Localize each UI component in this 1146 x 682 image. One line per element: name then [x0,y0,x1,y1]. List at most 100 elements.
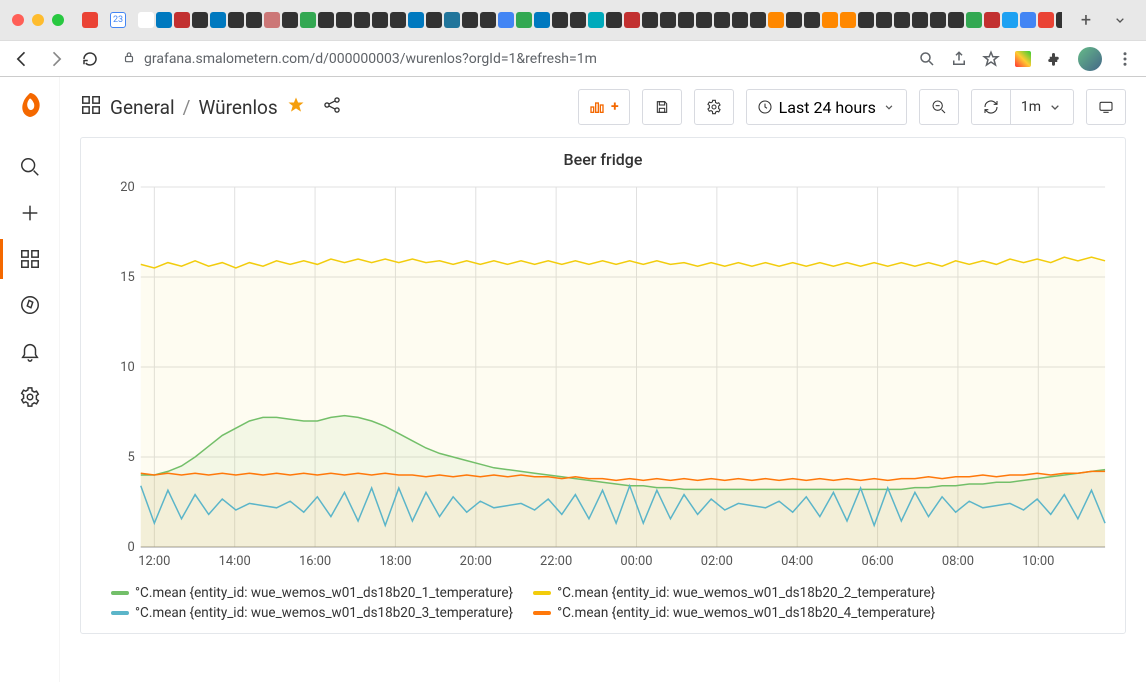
svg-text:10: 10 [120,360,135,375]
tab-favicon[interactable] [426,12,442,28]
tab-favicon[interactable] [480,12,496,28]
tab-favicon[interactable] [82,12,98,28]
share-dashboard-icon[interactable] [322,95,342,120]
tab-favicon[interactable] [642,12,658,28]
tab-favicon[interactable] [1056,12,1062,28]
tab-favicon[interactable] [444,12,460,28]
tab-favicon[interactable] [1020,12,1036,28]
tab-favicon[interactable] [876,12,892,28]
tab-favicon[interactable]: 23 [110,12,126,28]
extension-icon-1[interactable] [1014,50,1032,68]
sidebar-search[interactable] [10,147,50,187]
svg-text:5: 5 [128,450,135,465]
tab-favicon[interactable] [948,12,964,28]
tab-favicon[interactable] [462,12,478,28]
chart-area[interactable]: 0510152012:0014:0016:0018:0020:0022:0000… [81,177,1125,577]
browser-menu-icon[interactable] [1116,50,1134,68]
save-button[interactable] [642,89,682,125]
svg-text:20: 20 [120,180,135,195]
tab-favicon[interactable] [570,12,586,28]
tab-favicon[interactable] [390,12,406,28]
tab-favicon[interactable] [210,12,226,28]
extensions-icon[interactable] [1046,50,1064,68]
tab-favicon[interactable] [372,12,388,28]
tab-favicon[interactable] [696,12,712,28]
tab-favicon[interactable] [606,12,622,28]
share-icon[interactable] [950,50,968,68]
legend-item[interactable]: °C.mean {entity_id: wue_wemos_w01_ds18b2… [111,585,513,601]
sidebar-create[interactable] [10,193,50,233]
tab-favicon[interactable] [534,12,550,28]
tab-favicon[interactable] [714,12,730,28]
sidebar-dashboards[interactable] [10,239,50,279]
tab-favicon[interactable] [822,12,838,28]
tab-favicon[interactable] [750,12,766,28]
tab-favicon[interactable] [300,12,316,28]
tab-favicon[interactable] [930,12,946,28]
breadcrumb-page[interactable]: Würenlos [198,96,277,119]
tab-favicon[interactable] [912,12,928,28]
tab-favicon[interactable] [246,12,262,28]
new-tab-button[interactable]: + [1072,6,1100,34]
tab-favicon[interactable] [858,12,874,28]
maximize-window-icon[interactable] [52,14,64,26]
profile-avatar[interactable] [1078,47,1102,71]
tab-favicon[interactable] [1002,12,1018,28]
tab-favicon[interactable] [786,12,802,28]
tab-favicon[interactable] [894,12,910,28]
url-field[interactable]: grafana.smalometern.com/d/000000003/wure… [114,50,904,68]
reload-button[interactable] [80,49,100,69]
tab-favicon[interactable] [192,12,208,28]
tab-favicon[interactable] [264,12,280,28]
breadcrumb-root[interactable]: General [110,96,175,119]
tab-favicon[interactable] [804,12,820,28]
tab-menu-button[interactable] [1106,6,1134,34]
tab-favicon[interactable] [984,12,1000,28]
legend-item[interactable]: °C.mean {entity_id: wue_wemos_w01_ds18b2… [533,585,935,601]
dashboard-settings-button[interactable] [694,89,734,125]
tab-favicon[interactable] [354,12,370,28]
tab-favicon[interactable] [174,12,190,28]
sidebar-settings[interactable] [10,377,50,417]
tab-favicon[interactable] [552,12,568,28]
timerange-picker[interactable]: Last 24 hours [746,89,907,125]
sidebar-explore[interactable] [10,285,50,325]
tab-favicon[interactable] [660,12,676,28]
zoom-icon[interactable] [918,50,936,68]
grafana-logo[interactable] [14,89,46,121]
tab-favicon[interactable] [282,12,298,28]
refresh-interval-picker[interactable]: 1m [1011,89,1074,125]
tab-favicon[interactable] [156,12,172,28]
tab-favicon[interactable] [408,12,424,28]
tab-favicon[interactable] [732,12,748,28]
tab-favicon[interactable] [516,12,532,28]
legend-item[interactable]: °C.mean {entity_id: wue_wemos_w01_ds18b2… [533,605,935,621]
tab-favicon[interactable] [840,12,856,28]
tab-favicon[interactable] [966,12,982,28]
tab-favicon[interactable] [318,12,334,28]
back-button[interactable] [12,49,32,69]
tab-favicon[interactable] [1038,12,1054,28]
bookmark-star-icon[interactable] [982,50,1000,68]
tab-favicon[interactable] [768,12,784,28]
tab-favicon[interactable] [588,12,604,28]
minimize-window-icon[interactable] [32,14,44,26]
tab-favicon[interactable] [138,12,154,28]
legend-item[interactable]: °C.mean {entity_id: wue_wemos_w01_ds18b2… [111,605,513,621]
refresh-button[interactable] [971,89,1011,125]
tab-favicon[interactable] [336,12,352,28]
tab-favicon[interactable] [678,12,694,28]
svg-text:04:00: 04:00 [781,554,813,569]
tab-favicon[interactable] [624,12,640,28]
sidebar-alerting[interactable] [10,331,50,371]
add-panel-button[interactable]: + [578,89,630,125]
close-window-icon[interactable] [12,14,24,26]
forward-button[interactable] [46,49,66,69]
tab-favicon[interactable] [498,12,514,28]
browser-chrome: 23 + grafana.smalometern.com/d/000000003… [0,0,1146,77]
tv-mode-button[interactable] [1086,89,1126,125]
star-icon[interactable] [286,95,306,120]
dashboards-icon[interactable] [80,94,102,121]
zoom-out-button[interactable] [919,89,959,125]
tab-favicon[interactable] [228,12,244,28]
